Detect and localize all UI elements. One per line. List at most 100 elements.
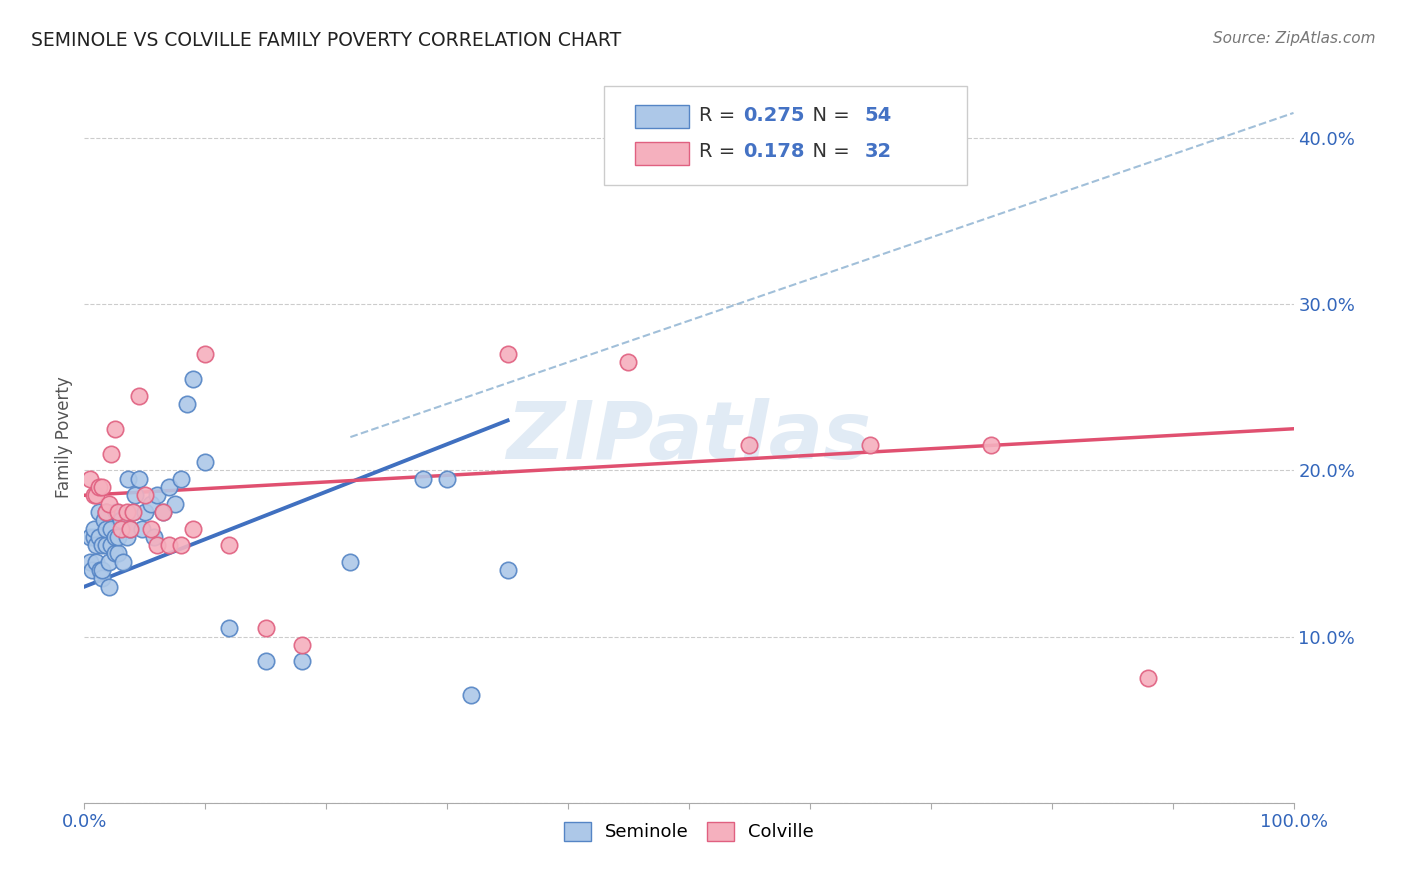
- Point: [128, 472, 150, 486]
- Point: [83, 488, 105, 502]
- Point: [146, 538, 169, 552]
- Point: [131, 521, 153, 535]
- Point: [139, 521, 162, 535]
- Point: [104, 546, 127, 560]
- Y-axis label: Family Poverty: Family Poverty: [55, 376, 73, 498]
- Point: [496, 347, 519, 361]
- Point: [91, 480, 114, 494]
- Point: [79, 530, 101, 544]
- Point: [87, 530, 110, 544]
- Point: [460, 688, 482, 702]
- Text: SEMINOLE VS COLVILLE FAMILY POVERTY CORRELATION CHART: SEMINOLE VS COLVILLE FAMILY POVERTY CORR…: [31, 31, 621, 50]
- Point: [218, 621, 240, 635]
- Point: [91, 571, 114, 585]
- Point: [110, 513, 132, 527]
- Point: [146, 488, 169, 502]
- Point: [94, 538, 117, 552]
- Point: [152, 505, 174, 519]
- Point: [181, 372, 204, 386]
- Point: [104, 530, 127, 544]
- FancyBboxPatch shape: [605, 86, 967, 185]
- Point: [107, 505, 129, 519]
- Point: [97, 497, 120, 511]
- Point: [91, 563, 114, 577]
- Point: [254, 621, 277, 635]
- Point: [110, 521, 132, 535]
- Point: [115, 505, 138, 519]
- Point: [181, 521, 204, 535]
- Point: [436, 472, 458, 486]
- Point: [100, 538, 122, 552]
- Point: [143, 530, 166, 544]
- Point: [100, 447, 122, 461]
- Point: [157, 480, 180, 494]
- Point: [254, 655, 277, 669]
- Text: N =: N =: [800, 106, 856, 125]
- Point: [139, 497, 162, 511]
- Point: [134, 505, 156, 519]
- Point: [339, 555, 361, 569]
- Text: R =: R =: [699, 143, 741, 161]
- Point: [170, 538, 193, 552]
- Text: 32: 32: [865, 143, 891, 161]
- Point: [120, 521, 142, 535]
- Point: [115, 530, 138, 544]
- Point: [93, 513, 115, 527]
- Text: 0.275: 0.275: [744, 106, 804, 125]
- Point: [170, 472, 193, 486]
- Point: [496, 563, 519, 577]
- Point: [124, 488, 146, 502]
- Point: [91, 538, 114, 552]
- Text: 0.178: 0.178: [744, 143, 804, 161]
- Point: [194, 347, 217, 361]
- Point: [104, 422, 127, 436]
- Point: [107, 530, 129, 544]
- Point: [291, 638, 314, 652]
- Point: [104, 505, 127, 519]
- Point: [121, 505, 143, 519]
- Text: Source: ZipAtlas.com: Source: ZipAtlas.com: [1212, 31, 1375, 46]
- Point: [79, 555, 101, 569]
- Point: [128, 388, 150, 402]
- Point: [859, 438, 882, 452]
- Bar: [634, 105, 689, 128]
- Point: [87, 505, 110, 519]
- Point: [87, 480, 110, 494]
- Point: [980, 438, 1002, 452]
- Point: [83, 530, 105, 544]
- Point: [94, 505, 117, 519]
- Point: [97, 580, 120, 594]
- Point: [152, 505, 174, 519]
- Point: [176, 397, 198, 411]
- Text: R =: R =: [699, 106, 741, 125]
- Point: [89, 563, 111, 577]
- Point: [112, 555, 135, 569]
- Point: [218, 538, 240, 552]
- Text: ZIPatlas: ZIPatlas: [506, 398, 872, 476]
- Point: [79, 472, 101, 486]
- Legend: Seminole, Colville: Seminole, Colville: [557, 814, 821, 848]
- Point: [194, 455, 217, 469]
- Point: [86, 488, 108, 502]
- Point: [107, 546, 129, 560]
- Point: [121, 505, 143, 519]
- Point: [100, 521, 122, 535]
- Point: [134, 488, 156, 502]
- Point: [86, 555, 108, 569]
- Point: [97, 555, 120, 569]
- Point: [94, 505, 117, 519]
- Point: [291, 655, 314, 669]
- Point: [165, 497, 187, 511]
- Text: 54: 54: [865, 106, 891, 125]
- Point: [83, 521, 105, 535]
- Point: [617, 355, 640, 369]
- Point: [157, 538, 180, 552]
- Bar: [634, 142, 689, 165]
- Point: [120, 521, 142, 535]
- Point: [80, 563, 103, 577]
- Point: [412, 472, 434, 486]
- Point: [86, 538, 108, 552]
- Point: [1137, 671, 1160, 685]
- Point: [94, 521, 117, 535]
- Point: [117, 472, 139, 486]
